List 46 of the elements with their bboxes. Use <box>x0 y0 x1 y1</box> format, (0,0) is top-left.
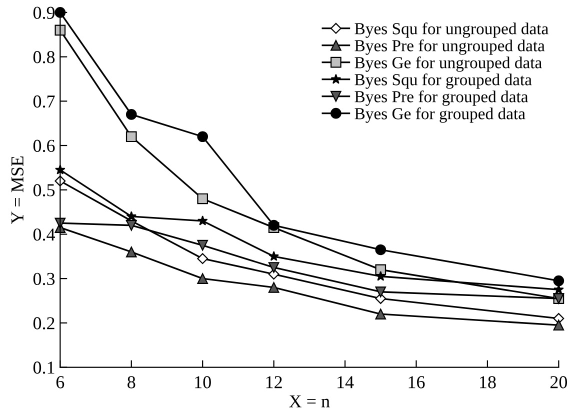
point <box>268 250 279 261</box>
legend-label: Byes Ge for ungrouped data <box>354 56 542 72</box>
point <box>375 244 386 256</box>
x-tick-label: 8 <box>128 376 136 388</box>
point <box>553 320 564 331</box>
y-tick-label: 0.6 <box>33 140 55 152</box>
x-tick-label: 6 <box>56 376 64 388</box>
point <box>197 240 208 251</box>
x-tick-label: 12 <box>266 376 282 388</box>
legend-label: Byes Squ for ungrouped data <box>354 22 548 38</box>
point <box>197 193 208 204</box>
x-tick-label: 16 <box>408 376 425 388</box>
y-tick-label: 0.9 <box>33 6 55 19</box>
point <box>268 220 280 231</box>
legend-label: Byes Pre for grouped data <box>354 90 528 106</box>
point <box>126 109 137 120</box>
y-tick-label: 0.4 <box>33 228 56 241</box>
point <box>268 262 280 273</box>
x-tick-label: 20 <box>550 376 568 388</box>
point <box>126 211 137 221</box>
y-tick-label: 0.7 <box>33 95 55 108</box>
point <box>375 286 386 298</box>
y-axis-title: Y = MSE <box>11 156 24 224</box>
y-tick-label: 0.2 <box>33 317 54 330</box>
point <box>197 131 208 142</box>
legend-label: Byes Pre for ungrouped data <box>354 39 545 55</box>
y-tick-label: 0.1 <box>33 362 54 374</box>
y-tick-label: 0.3 <box>33 272 55 286</box>
x-tick-label: 14 <box>338 376 354 388</box>
x-tick-label: 18 <box>480 376 496 388</box>
point <box>126 246 137 258</box>
point <box>197 273 208 284</box>
point <box>54 24 66 36</box>
legend-label: Byes Ge for grouped data <box>354 107 526 123</box>
point <box>553 275 564 286</box>
legend-label: Byes Squ for grouped data <box>354 73 532 89</box>
x-tick-label: 10 <box>195 376 211 388</box>
point <box>197 215 208 226</box>
x-axis-title: X = n <box>289 395 330 408</box>
y-tick-label: 0.8 <box>33 51 55 64</box>
point <box>375 308 386 320</box>
y-tick-label: 0.5 <box>33 184 55 196</box>
point <box>268 282 280 293</box>
point <box>126 220 137 231</box>
point <box>126 131 137 142</box>
point <box>197 253 208 264</box>
